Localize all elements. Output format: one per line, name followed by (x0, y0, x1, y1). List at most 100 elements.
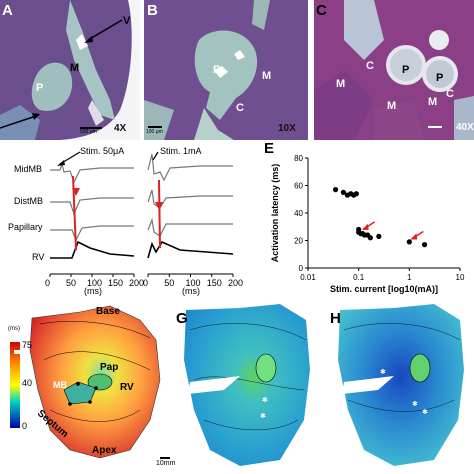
colorbar-tick-0: 0 (22, 421, 28, 431)
data-point (332, 187, 339, 193)
arrow-line (0, 115, 37, 129)
x-tick-label: 10 (456, 273, 465, 282)
y-tick-label: 60 (294, 182, 303, 191)
activation-map-f (10, 305, 170, 459)
heart-surface (338, 304, 464, 466)
trace-label-midmb: MidMB (14, 164, 43, 174)
traces-panel-d (49, 151, 234, 277)
x-tick-label: 1 (407, 273, 412, 282)
scale-bar-a (80, 127, 102, 129)
isochrone (43, 351, 151, 371)
trace-midmb-2 (147, 153, 233, 182)
stim-arrowhead (57, 160, 65, 166)
label-c: C (236, 102, 244, 114)
data-point (353, 191, 359, 197)
label-c: C (366, 60, 374, 72)
isochrone (39, 321, 151, 339)
x-tick-label: 0 (143, 278, 149, 288)
electrode (94, 386, 98, 390)
x-tick-label: 50 (164, 278, 175, 288)
isochrone (189, 323, 307, 341)
trace-label-distmb: DistMB (14, 196, 43, 206)
x-tick-label: 0.1 (353, 273, 365, 282)
map-label-pap: Pap (100, 362, 119, 373)
marker-star: ✱ (380, 368, 386, 376)
electrode (68, 402, 72, 406)
data-point (421, 242, 428, 248)
isochrone (343, 323, 461, 341)
papillary-region (87, 373, 113, 391)
heart-surface (184, 304, 310, 466)
x-tick-label: 150 (206, 278, 222, 288)
colorbar-unit: (ms) (8, 326, 20, 332)
colorbar-tick-40: 40 (22, 378, 33, 388)
label-m: M (70, 62, 80, 74)
x-tick-label: 100 (87, 278, 103, 288)
magnification-c: 40X (456, 122, 474, 133)
label-p: P (213, 64, 221, 76)
colorbar-tick-75: 75 (22, 340, 33, 350)
electrode (76, 382, 80, 386)
x-axis-label-d2: (ms) (182, 286, 200, 296)
scale-bar-b (148, 126, 162, 128)
magnification-a: 4X (114, 123, 127, 134)
activation-map-h: ✱ ✱ ✱ (338, 304, 464, 466)
panel-letter-g: G (176, 310, 188, 327)
y-tick-label: 40 (294, 209, 303, 218)
label-c: C (446, 88, 454, 100)
red-arrowhead (410, 233, 418, 240)
histology-panel-b (144, 0, 308, 140)
scale-text-b: 100 μm (146, 129, 163, 135)
scale-text-a: 500 μm (80, 129, 97, 135)
scale-bar-c (428, 126, 442, 128)
x-axis-label-d1: (ms) (84, 286, 102, 296)
colorbar (10, 342, 20, 428)
colorbar-marker (14, 350, 22, 354)
trace-distmb-1 (50, 197, 134, 216)
label-v: V (123, 15, 131, 27)
red-arrowhead (361, 223, 369, 230)
cut-region (342, 376, 394, 394)
panel-letter-c: C (316, 2, 327, 19)
label-m: M (387, 100, 397, 112)
data-point (367, 235, 373, 241)
trace-papillary-1 (50, 225, 134, 242)
arrow-head (84, 36, 93, 43)
activation-map-g: ✱ ✱ (184, 304, 310, 466)
label-m: M (336, 78, 346, 90)
data-point (406, 239, 412, 245)
moderator-band (63, 381, 97, 405)
map-label-base: Base (96, 306, 120, 317)
histology-image-c (314, 0, 474, 140)
scale-text-f: 10mm (156, 460, 176, 467)
marker-star: ✱ (262, 396, 268, 404)
y-tick-label: 20 (294, 237, 303, 246)
label-p: P (402, 64, 410, 76)
x-tick-label: 200 (129, 278, 145, 288)
x-tick-label: 0 (45, 278, 51, 288)
histology-panel-c (314, 0, 474, 140)
isochrone (203, 419, 299, 431)
trace-label-rv: RV (32, 252, 45, 262)
histology-image-b (144, 0, 308, 140)
x-tick-label: 50 (66, 278, 77, 288)
label-p: P (436, 72, 444, 84)
marker-star: ✱ (422, 408, 428, 416)
red-arrowhead (155, 202, 163, 210)
x-tick-label: 100 (185, 278, 201, 288)
arrow-line (87, 19, 123, 41)
label-p: P (36, 82, 44, 94)
annotation-arrows-a (0, 19, 123, 129)
y-axis-label: Activation latency (ms) (270, 164, 280, 263)
panel-letter-h: H (330, 310, 341, 327)
papillary-region (255, 353, 277, 383)
arrow-head (32, 113, 40, 120)
stim-label-2: Stim. 1mA (160, 146, 202, 156)
data-point (376, 233, 382, 239)
map-label-mb: MB (53, 380, 67, 390)
stim-label-1: Stim. 50μA (80, 146, 125, 156)
red-arrowhead (72, 188, 80, 196)
papillary-region (409, 353, 431, 383)
y-tick-label: 80 (294, 154, 303, 163)
isochrone (347, 399, 455, 412)
